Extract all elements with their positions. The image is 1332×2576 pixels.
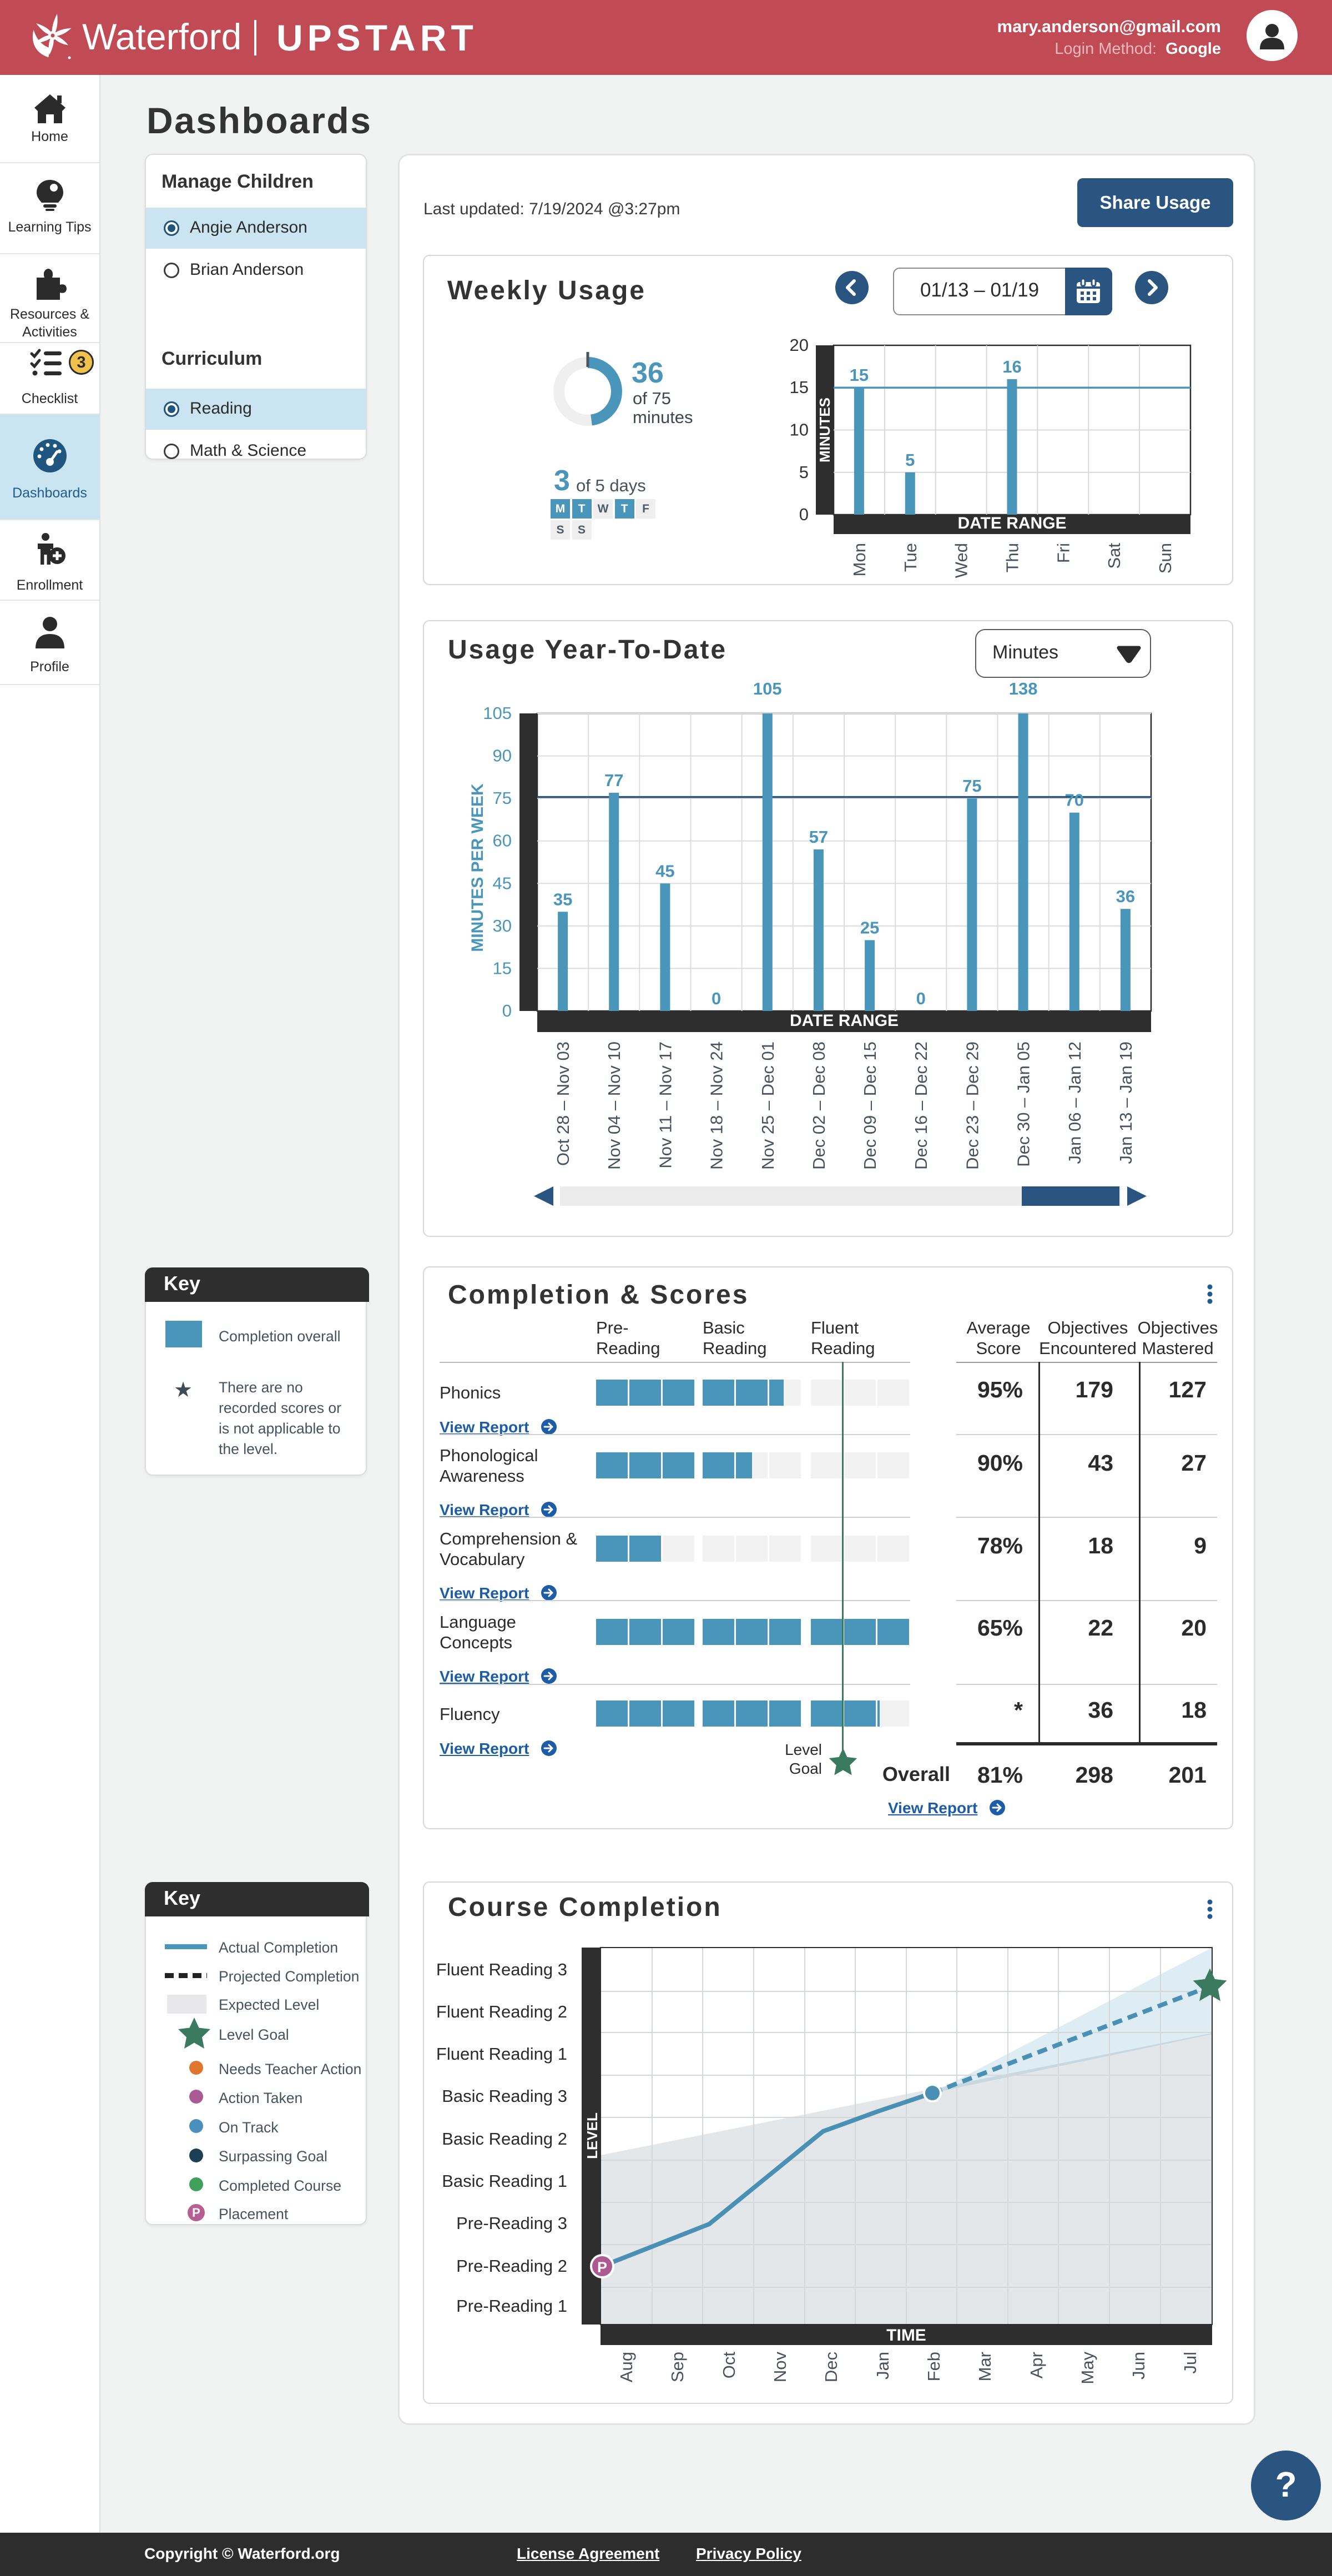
svg-text:Dec 02 – Dec 08: Dec 02 – Dec 08	[809, 1042, 829, 1170]
svg-text:DATE RANGE: DATE RANGE	[790, 1012, 899, 1030]
svg-text:20: 20	[790, 335, 809, 355]
svg-text:15: 15	[790, 378, 809, 397]
svg-text:0: 0	[799, 505, 809, 524]
svg-text:Jan: Jan	[873, 2352, 892, 2379]
svg-text:Jul: Jul	[1180, 2352, 1200, 2374]
svg-text:Dec 16 – Dec 22: Dec 16 – Dec 22	[911, 1042, 931, 1170]
svg-text:DATE RANGE: DATE RANGE	[957, 514, 1066, 532]
svg-text:5: 5	[799, 462, 809, 482]
svg-text:Sep: Sep	[668, 2352, 687, 2382]
svg-text:60: 60	[493, 831, 512, 851]
svg-text:Basic Reading 3: Basic Reading 3	[442, 2086, 567, 2106]
svg-text:Basic Reading 2: Basic Reading 2	[442, 2129, 567, 2149]
svg-text:Aug: Aug	[617, 2352, 636, 2382]
svg-text:Jun: Jun	[1129, 2352, 1148, 2379]
svg-text:Fluent Reading 3: Fluent Reading 3	[436, 1960, 567, 1979]
svg-text:Nov 04 – Nov 10: Nov 04 – Nov 10	[604, 1042, 624, 1170]
svg-text:75: 75	[493, 788, 512, 808]
svg-text:Nov 11 – Nov 17: Nov 11 – Nov 17	[655, 1042, 675, 1169]
svg-text:Oct: Oct	[719, 2352, 739, 2379]
svg-text:57: 57	[809, 827, 828, 847]
svg-text:45: 45	[655, 861, 674, 881]
svg-text:Dec 23 – Dec 29: Dec 23 – Dec 29	[962, 1042, 982, 1170]
svg-text:70: 70	[1065, 791, 1084, 810]
svg-text:Dec 30 – Jan 05: Dec 30 – Jan 05	[1014, 1042, 1033, 1167]
svg-text:35: 35	[553, 889, 572, 909]
svg-text:Pre-Reading 2: Pre-Reading 2	[456, 2256, 567, 2276]
svg-text:15: 15	[850, 365, 869, 385]
svg-text:Fri: Fri	[1053, 543, 1073, 563]
svg-text:0: 0	[712, 989, 721, 1008]
svg-text:Thu: Thu	[1003, 543, 1022, 572]
svg-text:90: 90	[493, 746, 512, 766]
svg-text:Nov 18 – Nov 24: Nov 18 – Nov 24	[707, 1042, 726, 1170]
svg-text:0: 0	[916, 989, 926, 1008]
svg-text:Dec: Dec	[821, 2352, 841, 2382]
svg-text:0: 0	[502, 1001, 512, 1020]
svg-text:10: 10	[790, 420, 809, 440]
svg-text:15: 15	[493, 958, 512, 978]
svg-text:May: May	[1078, 2352, 1097, 2384]
svg-text:P: P	[597, 2259, 607, 2276]
svg-text:105: 105	[483, 703, 512, 723]
svg-text:Fluent Reading 1: Fluent Reading 1	[436, 2044, 567, 2064]
svg-text:MINUTES: MINUTES	[816, 398, 833, 462]
svg-text:Pre-Reading 3: Pre-Reading 3	[456, 2213, 567, 2233]
svg-text:75: 75	[962, 776, 981, 796]
svg-text:Nov 25 – Dec 01: Nov 25 – Dec 01	[758, 1042, 778, 1170]
svg-text:Basic Reading 1: Basic Reading 1	[442, 2171, 567, 2191]
svg-text:Feb: Feb	[924, 2352, 944, 2381]
svg-text:Dec 09 – Dec 15: Dec 09 – Dec 15	[860, 1042, 880, 1170]
svg-text:TIME: TIME	[886, 2326, 926, 2344]
svg-text:25: 25	[860, 918, 879, 937]
svg-text:36: 36	[1116, 887, 1135, 906]
svg-text:Nov: Nov	[770, 2352, 790, 2383]
svg-text:77: 77	[604, 771, 623, 790]
svg-text:105: 105	[753, 679, 782, 698]
svg-text:Pre-Reading 1: Pre-Reading 1	[456, 2296, 567, 2316]
svg-text:Sun: Sun	[1156, 543, 1175, 573]
svg-text:Jan 06 – Jan 12: Jan 06 – Jan 12	[1065, 1042, 1084, 1164]
svg-text:Jan 13 – Jan 19: Jan 13 – Jan 19	[1116, 1042, 1136, 1164]
svg-text:Mon: Mon	[850, 543, 869, 576]
svg-text:Wed: Wed	[952, 543, 971, 578]
svg-text:Tue: Tue	[901, 543, 920, 572]
svg-text:Fluent Reading 2: Fluent Reading 2	[436, 2002, 567, 2021]
svg-text:5: 5	[905, 450, 915, 470]
svg-text:16: 16	[1002, 357, 1021, 376]
svg-text:Apr: Apr	[1027, 2352, 1046, 2378]
svg-text:138: 138	[1009, 679, 1038, 698]
svg-text:30: 30	[493, 916, 512, 935]
svg-text:LEVEL: LEVEL	[584, 2112, 601, 2159]
svg-text:45: 45	[493, 873, 512, 893]
svg-text:Oct 28 – Nov 03: Oct 28 – Nov 03	[553, 1042, 573, 1166]
svg-text:MINUTES PER WEEK: MINUTES PER WEEK	[468, 783, 487, 952]
svg-text:Sat: Sat	[1104, 543, 1124, 569]
svg-text:Mar: Mar	[975, 2352, 995, 2381]
